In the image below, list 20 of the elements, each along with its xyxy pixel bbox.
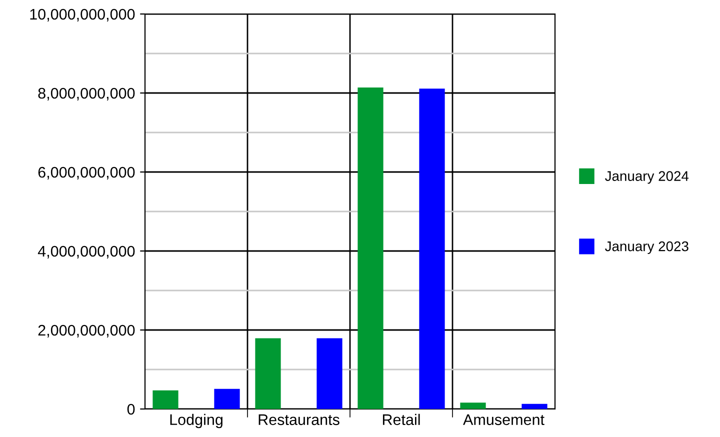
x-tick-label: Retail — [382, 414, 420, 426]
y-tick-label: 4,000,000,000 — [38, 246, 135, 258]
bar — [460, 402, 486, 409]
x-tick-label: Restaurants — [258, 414, 340, 426]
x-tick-label: Amusement — [463, 414, 544, 426]
bar — [419, 88, 445, 409]
bar — [358, 87, 384, 409]
y-tick-label: 0 — [127, 404, 135, 415]
legend-label: January 2024 — [605, 171, 689, 184]
bar — [214, 388, 240, 409]
bar — [255, 338, 281, 409]
bar — [152, 390, 178, 409]
y-tick-label: 6,000,000,000 — [38, 166, 135, 180]
y-tick-label: 10,000,000,000 — [30, 8, 135, 22]
bar — [316, 338, 342, 409]
x-tick-label: Lodging — [170, 414, 222, 428]
legend-label: January 2023 — [605, 241, 688, 254]
y-tick-label: 8,000,000,000 — [38, 88, 135, 100]
y-tick-label: 2,000,000,000 — [38, 324, 135, 338]
bar — [522, 404, 548, 409]
